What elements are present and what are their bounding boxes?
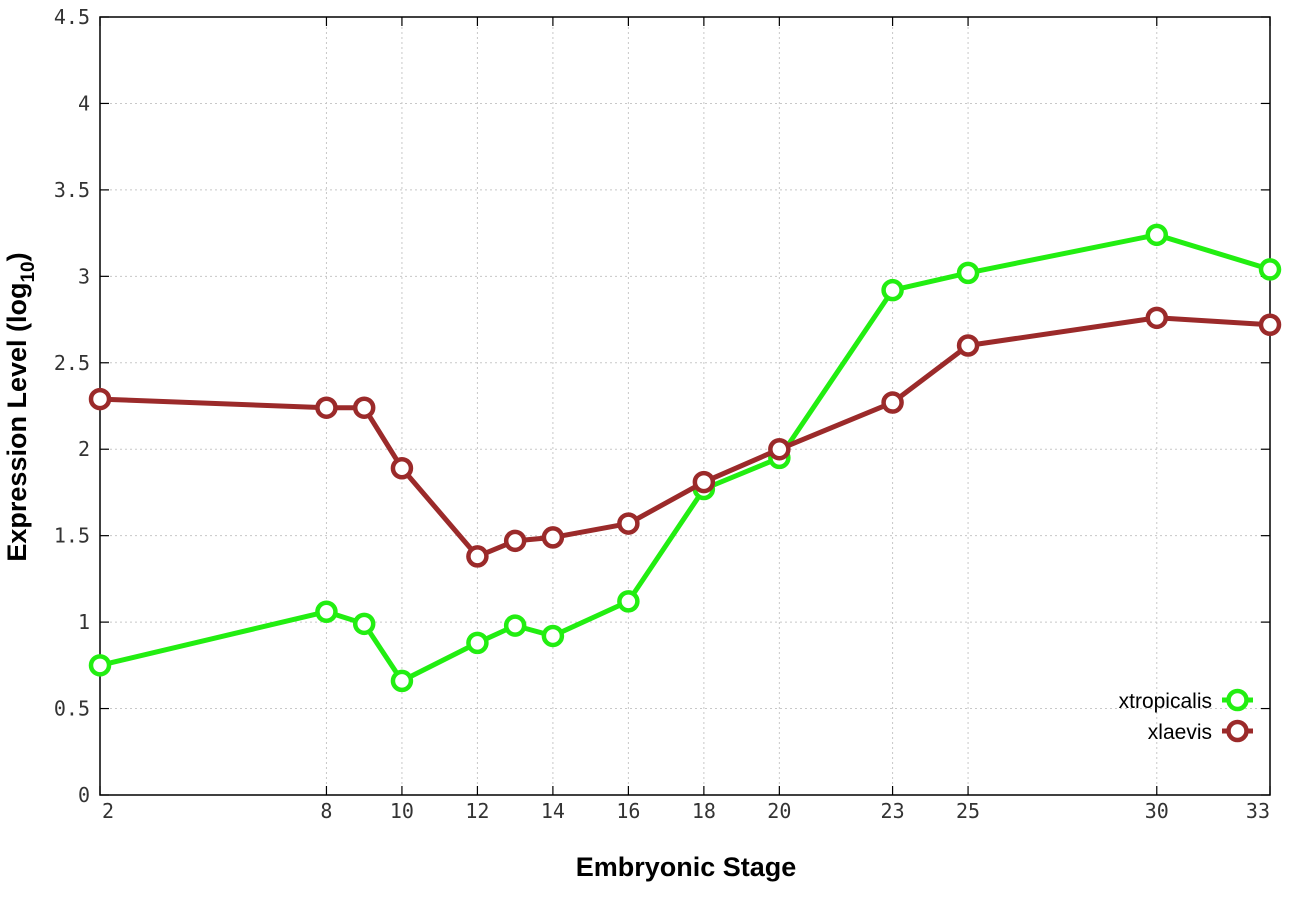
x-tick-label: 20 xyxy=(767,799,791,823)
y-tick-label: 3.5 xyxy=(54,178,90,202)
y-tick-label: 0 xyxy=(78,783,90,807)
legend-label-xtropicalis: xtropicalis xyxy=(1119,690,1212,713)
y-axis-title: Expression Level (log10) xyxy=(2,252,39,561)
y-tick-label: 1 xyxy=(78,610,90,634)
grid-lines xyxy=(100,17,1270,795)
data-point-xtropicalis xyxy=(617,590,640,613)
x-tick-label: 16 xyxy=(616,799,640,823)
y-tick-label: 4.5 xyxy=(54,5,90,29)
data-point-xtropicalis xyxy=(352,612,376,636)
data-point-xlaevis xyxy=(541,526,565,549)
data-point-xlaevis xyxy=(315,396,338,419)
data-point-xtropicalis xyxy=(466,631,489,655)
data-point-xlaevis xyxy=(88,387,112,411)
data-point-xtropicalis xyxy=(503,614,527,637)
x-tick-label: 2 xyxy=(102,799,114,823)
data-point-xtropicalis xyxy=(390,669,414,693)
data-point-xlaevis xyxy=(1258,313,1282,336)
data-point-xtropicalis xyxy=(1145,223,1169,247)
x-tick-label: 25 xyxy=(956,799,980,823)
data-point-xlaevis xyxy=(768,437,791,461)
y-axis-title-close: ) xyxy=(2,252,32,261)
data-point-xlaevis xyxy=(692,470,716,494)
series-xlaevis xyxy=(88,306,1282,568)
data-point-xtropicalis xyxy=(956,261,980,285)
x-tick-label: 33 xyxy=(1246,799,1270,823)
series-line-xlaevis xyxy=(99,315,1271,559)
y-tick-label: 2 xyxy=(78,437,90,461)
x-tick-label: 10 xyxy=(390,799,414,823)
data-point-xlaevis xyxy=(956,334,980,357)
data-point-xlaevis xyxy=(881,391,904,414)
y-tick-label: 2.5 xyxy=(54,351,90,375)
data-point-xtropicalis xyxy=(88,654,112,677)
axis-ticks: 0 0.5 1 1.5 2 2.5 3 3.5 4 4.5 2 8 10 12 14 16 18 20 23 25 30… xyxy=(54,5,1271,823)
data-point-xlaevis xyxy=(466,545,489,568)
y-tick-label: 0.5 xyxy=(54,697,90,721)
x-tick-label: 14 xyxy=(541,799,565,823)
data-point-xtropicalis xyxy=(1258,258,1282,281)
x-tick-label: 8 xyxy=(320,799,332,823)
data-point-xlaevis xyxy=(390,456,414,480)
data-point-xlaevis xyxy=(503,529,527,553)
data-point-xtropicalis xyxy=(881,278,904,302)
x-tick-label: 18 xyxy=(692,799,716,823)
data-point-xlaevis xyxy=(352,396,376,419)
x-tick-label: 12 xyxy=(465,799,489,823)
y-tick-label: 4 xyxy=(78,91,90,115)
x-axis-title: Embryonic Stage xyxy=(576,852,797,882)
y-axis-title-subscript: 10 xyxy=(18,261,39,282)
y-axis-title-main: Expression Level (log xyxy=(2,283,32,562)
legend-marker-xlaevis xyxy=(1226,719,1249,743)
legend-label-xlaevis: xlaevis xyxy=(1148,721,1212,744)
series-xtropicalis xyxy=(88,223,1282,693)
data-point-xtropicalis xyxy=(315,600,338,623)
y-tick-label: 1.5 xyxy=(54,524,90,548)
x-tick-label: 30 xyxy=(1145,799,1169,823)
legend: xtropicalis xlaevis xyxy=(1119,688,1253,744)
series-layer xyxy=(88,223,1282,693)
data-point-xlaevis xyxy=(1145,306,1169,330)
x-tick-label: 23 xyxy=(881,799,905,823)
data-point-xlaevis xyxy=(617,512,640,535)
data-point-xtropicalis xyxy=(541,624,565,648)
legend-marker-xtropicalis xyxy=(1226,688,1249,712)
series-line-xtropicalis xyxy=(99,232,1271,684)
y-tick-label: 3 xyxy=(78,264,90,288)
